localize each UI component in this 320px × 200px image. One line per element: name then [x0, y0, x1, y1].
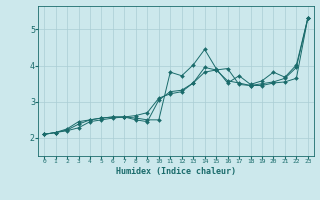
- X-axis label: Humidex (Indice chaleur): Humidex (Indice chaleur): [116, 167, 236, 176]
